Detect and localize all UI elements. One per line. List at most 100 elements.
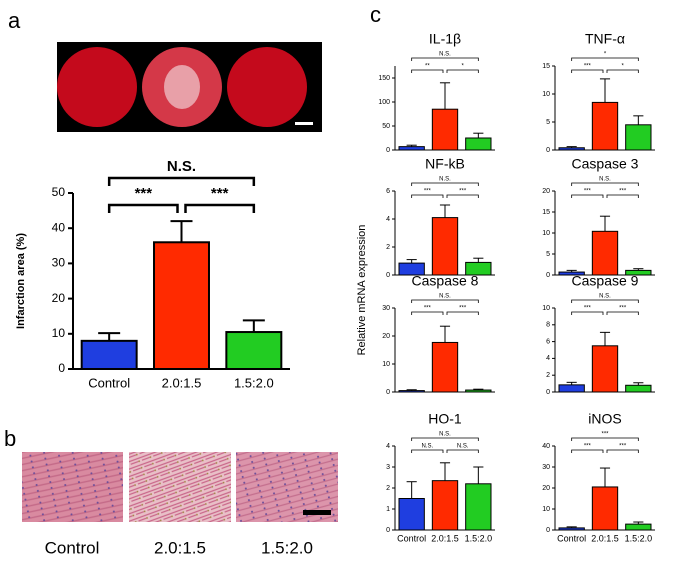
heart-photo <box>57 42 322 132</box>
significance-label: *** <box>424 189 432 195</box>
bar <box>465 389 492 393</box>
significance-bracket <box>411 69 444 73</box>
y-tick-label: 4 <box>386 216 390 223</box>
bar <box>558 384 585 393</box>
y-tick-label: 10 <box>542 506 550 513</box>
bar <box>153 241 210 370</box>
significance-label: *** <box>424 306 432 312</box>
bar <box>591 101 619 151</box>
bar <box>398 390 425 393</box>
significance-bracket <box>571 182 639 186</box>
histology-label: 1.5:2.0 <box>261 538 313 557</box>
y-tick-label: 30 <box>52 256 66 270</box>
significance-label: N.S. <box>599 177 611 183</box>
significance-bracket <box>571 194 604 198</box>
chart-title: NF-kB <box>425 156 465 172</box>
y-tick-label: 50 <box>52 185 66 199</box>
significance-bracket <box>606 69 639 73</box>
bar <box>591 230 619 276</box>
bar <box>431 341 459 393</box>
y-tick-label: 15 <box>542 209 550 216</box>
significance-label: * <box>621 64 624 70</box>
y-tick-label: 20 <box>52 291 66 305</box>
y-tick-label: 30 <box>542 464 550 471</box>
significance-label: *** <box>459 189 467 195</box>
y-tick-label: 150 <box>378 75 390 82</box>
y-tick-label: 50 <box>382 123 390 130</box>
y-tick-label: 20 <box>542 188 550 195</box>
y-tick-label: 10 <box>542 91 550 98</box>
chart-title: Caspase 3 <box>572 156 639 172</box>
significance-label: *** <box>601 432 609 438</box>
y-tick-label: 0 <box>546 272 550 279</box>
y-tick-label: 6 <box>546 338 550 345</box>
significance-bracket <box>411 299 479 303</box>
y-tick-label: 0 <box>546 527 550 534</box>
bar <box>465 137 492 151</box>
y-tick-label: 10 <box>542 230 550 237</box>
histology-images <box>22 452 338 522</box>
y-tick-label: 0 <box>546 389 550 396</box>
y-tick-label: 4 <box>386 443 390 450</box>
significance-label: N.S. <box>457 444 469 450</box>
bar <box>465 261 492 276</box>
y-tick-label: 10 <box>542 305 550 312</box>
chart-title: Caspase 9 <box>572 273 639 289</box>
y-tick-label: 0 <box>386 527 390 534</box>
y-tick-label: 3 <box>386 464 390 471</box>
panel-label: b <box>4 426 16 451</box>
bar <box>558 527 585 531</box>
significance-label: *** <box>459 306 467 312</box>
significance-label: N.S. <box>439 52 451 58</box>
bar <box>431 480 459 531</box>
bar <box>625 523 652 531</box>
chart-title: IL-1β <box>429 31 461 47</box>
chart-title: Caspase 8 <box>412 273 479 289</box>
x-tick-label: Control <box>557 533 586 543</box>
y-tick-label: 5 <box>546 119 550 126</box>
significance-label: *** <box>619 306 627 312</box>
significance-bracket <box>571 449 604 453</box>
significance-label: N.S. <box>439 294 451 300</box>
bar <box>431 108 459 151</box>
significance-bracket <box>446 449 479 453</box>
y-tick-label: 10 <box>382 361 390 368</box>
bar <box>398 498 425 531</box>
significance-label: *** <box>619 189 627 195</box>
x-tick-label: Control <box>397 533 426 543</box>
significance-bracket <box>446 69 479 73</box>
significance-label: *** <box>584 189 592 195</box>
significance-label: N.S. <box>421 444 433 450</box>
y-tick-label: 0 <box>386 389 390 396</box>
bar <box>398 146 425 151</box>
y-tick-label: 30 <box>382 305 390 312</box>
y-tick-label: 40 <box>542 443 550 450</box>
chart-title: HO-1 <box>428 411 462 427</box>
bar <box>558 271 585 276</box>
significance-bracket <box>411 449 444 453</box>
significance-bracket <box>571 69 604 73</box>
significance-label: N.S. <box>167 158 196 175</box>
y-tick-label: 20 <box>542 485 550 492</box>
y-tick-label: 100 <box>378 99 390 106</box>
bar <box>465 483 492 531</box>
chart-title: TNF-α <box>585 31 625 47</box>
x-tick-label: 1.5:2.0 <box>234 375 274 390</box>
histology-label: Control <box>45 538 100 557</box>
significance-label: N.S. <box>439 432 451 438</box>
y-tick-label: 2 <box>386 485 390 492</box>
y-tick-label: 0 <box>58 361 65 375</box>
y-tick-label: 15 <box>542 63 550 70</box>
x-tick-label: 1.5:2.0 <box>625 533 653 543</box>
y-tick-label: 40 <box>52 220 66 234</box>
significance-bracket <box>411 182 479 186</box>
significance-bracket <box>571 311 604 315</box>
significance-bracket <box>446 194 479 198</box>
bar <box>431 217 459 276</box>
significance-label: * <box>604 52 607 58</box>
y-axis-label: Infarction area (%) <box>15 233 27 329</box>
bar <box>558 147 585 151</box>
y-tick-label: 6 <box>386 188 390 195</box>
significance-bracket <box>446 311 479 315</box>
